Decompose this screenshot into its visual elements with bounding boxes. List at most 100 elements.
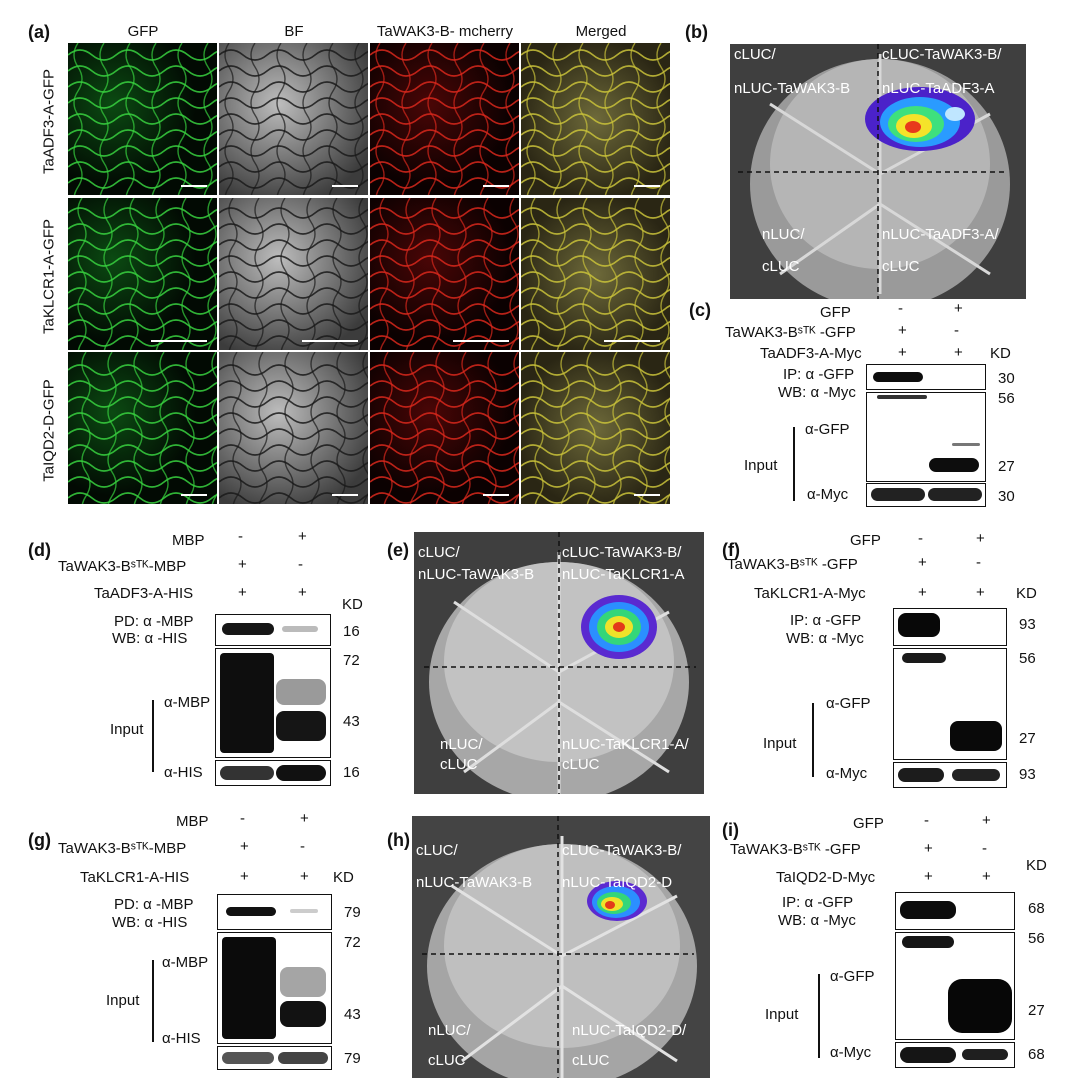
d-pd-label: PD: α -MBP <box>114 613 194 630</box>
micrograph-adf3-mcherry <box>370 43 519 195</box>
micrograph-adf3-merged <box>521 43 670 195</box>
g-pd-label: PD: α -MBP <box>114 896 194 913</box>
panel-label-g: (g) <box>28 830 51 850</box>
d-marker-1: 16 <box>343 623 360 640</box>
micrograph-klcr1-merged <box>521 198 670 350</box>
scale-bar <box>332 185 358 187</box>
f-row3-lane1: + <box>918 584 927 601</box>
micrograph-iqd2-bf <box>219 352 368 504</box>
d-blot-input-his <box>215 760 331 786</box>
leaf-b-q1-line1: cLUC/ <box>734 46 776 63</box>
panel-label-b: (b) <box>685 22 708 42</box>
leaf-b-q4-line1: nLUC-TaADF3-A/ <box>882 226 999 243</box>
g-row1-lane2: + <box>300 810 309 827</box>
c-row3-lane1: + <box>898 344 907 361</box>
leaf-b-q1-line2: nLUC-TaWAK3-B <box>734 80 851 97</box>
leaf-e-q3-line1: nLUC/ <box>440 736 483 753</box>
column-header-merged: Merged <box>575 23 627 40</box>
c-row1-lane1: - <box>898 300 903 317</box>
scale-bar <box>483 185 509 187</box>
f-input: Input <box>763 735 797 752</box>
i-blot-input-gfp <box>895 932 1015 1040</box>
scale-bar <box>181 494 207 496</box>
leaf-h-q3-line1: nLUC/ <box>428 1022 471 1039</box>
i-row1-lane1: - <box>924 812 929 829</box>
luciferase-leaf-image-b <box>730 44 1026 299</box>
d-row2-lane2: - <box>298 556 303 573</box>
g-row2-lane2: - <box>300 838 305 855</box>
f-row2-label: TaWAK3-Bˢᵀᴷ -GFP <box>727 556 858 573</box>
micrograph-adf3-gfp <box>68 43 217 195</box>
f-input-bracket <box>812 703 814 777</box>
micrograph-klcr1-bf <box>219 198 368 350</box>
leaf-e-q1-line1: cLUC/ <box>418 544 460 561</box>
d-input-bracket <box>152 700 154 772</box>
scale-bar <box>181 185 207 187</box>
scale-bar <box>332 494 358 496</box>
c-row1-label: GFP <box>820 304 851 321</box>
leaf-h-q1-line1: cLUC/ <box>416 842 458 859</box>
g-ambp: α-MBP <box>162 954 209 971</box>
d-row2-lane1: + <box>238 556 247 573</box>
leaf-b-q4-line2: cLUC <box>882 258 920 275</box>
f-amyc: α-Myc <box>826 765 868 782</box>
scale-bar <box>483 494 509 496</box>
leaf-e-q2-line1: cLUC-TaWAK3-B/ <box>562 544 682 561</box>
panel-label-i: (i) <box>722 820 739 840</box>
f-kd: KD <box>1016 585 1037 602</box>
micrograph-iqd2-merged <box>521 352 670 504</box>
g-ahis: α-HIS <box>162 1030 201 1047</box>
leaf-b-q3-line1: nLUC/ <box>762 226 805 243</box>
leaf-e-q4-line2: cLUC <box>562 756 600 773</box>
column-header-mcherry: TaWAK3-B- mcherry <box>376 23 514 40</box>
leaf-h-q2-line2: nLUC-TaIQD2-D <box>562 874 673 891</box>
micrograph-iqd2-mcherry <box>370 352 519 504</box>
i-row3-lane2: + <box>982 868 991 885</box>
i-row3-label: TaIQD2-D-Myc <box>776 869 876 886</box>
f-blot-input-gfp <box>893 648 1007 760</box>
i-row2-lane1: + <box>924 840 933 857</box>
row-label-klcr1: TaKLCR1-A-GFP <box>40 218 58 335</box>
c-marker-4: 30 <box>998 488 1015 505</box>
f-row2-lane2: - <box>976 554 981 571</box>
d-blot-input-mbp <box>215 648 331 758</box>
leaf-h-q2-line1: cLUC-TaWAK3-B/ <box>562 842 682 859</box>
g-wb-label: WB: α -HIS <box>112 914 188 931</box>
i-input: Input <box>765 1006 799 1023</box>
f-blot-input-myc <box>893 762 1007 788</box>
row-label-adf3: TaADF3-A-GFP <box>40 69 58 175</box>
c-row3-label: TaADF3-A-Myc <box>760 345 862 362</box>
micrograph-iqd2-gfp <box>68 352 217 504</box>
d-marker-4: 16 <box>343 764 360 781</box>
c-row3-lane2: + <box>954 344 963 361</box>
leaf-h-q4-line1: nLUC-TaIQD2-D/ <box>572 1022 687 1039</box>
i-input-bracket <box>818 974 820 1058</box>
f-marker-2: 56 <box>1019 650 1036 667</box>
f-marker-3: 27 <box>1019 730 1036 747</box>
g-blot-input-mbp <box>217 932 332 1044</box>
i-marker-3: 27 <box>1028 1002 1045 1019</box>
c-row2-lane2: - <box>954 322 959 339</box>
f-agfp: α-GFP <box>826 695 871 712</box>
i-marker-1: 68 <box>1028 900 1045 917</box>
g-blot-input-his <box>217 1046 332 1070</box>
leaf-b-q3-line2: cLUC <box>762 258 800 275</box>
d-input: Input <box>110 721 144 738</box>
column-header-bf: BF <box>284 23 304 40</box>
f-marker-4: 93 <box>1019 766 1036 783</box>
d-kd: KD <box>342 596 363 613</box>
f-marker-1: 93 <box>1019 616 1036 633</box>
g-row3-lane1: + <box>240 868 249 885</box>
c-agfp: α-GFP <box>805 421 850 438</box>
panel-label-e: (e) <box>387 540 409 560</box>
g-row2-label: TaWAK3-Bˢᵀᴷ-MBP <box>58 840 187 857</box>
scale-bar <box>604 340 660 342</box>
g-input-bracket <box>152 960 154 1042</box>
scale-bar <box>634 185 660 187</box>
c-input-bracket <box>793 427 795 501</box>
d-ahis: α-HIS <box>164 764 203 781</box>
scale-bar <box>453 340 509 342</box>
panel-label-f: (f) <box>722 540 740 560</box>
g-marker-4: 79 <box>344 1050 361 1067</box>
scale-bar <box>634 494 660 496</box>
